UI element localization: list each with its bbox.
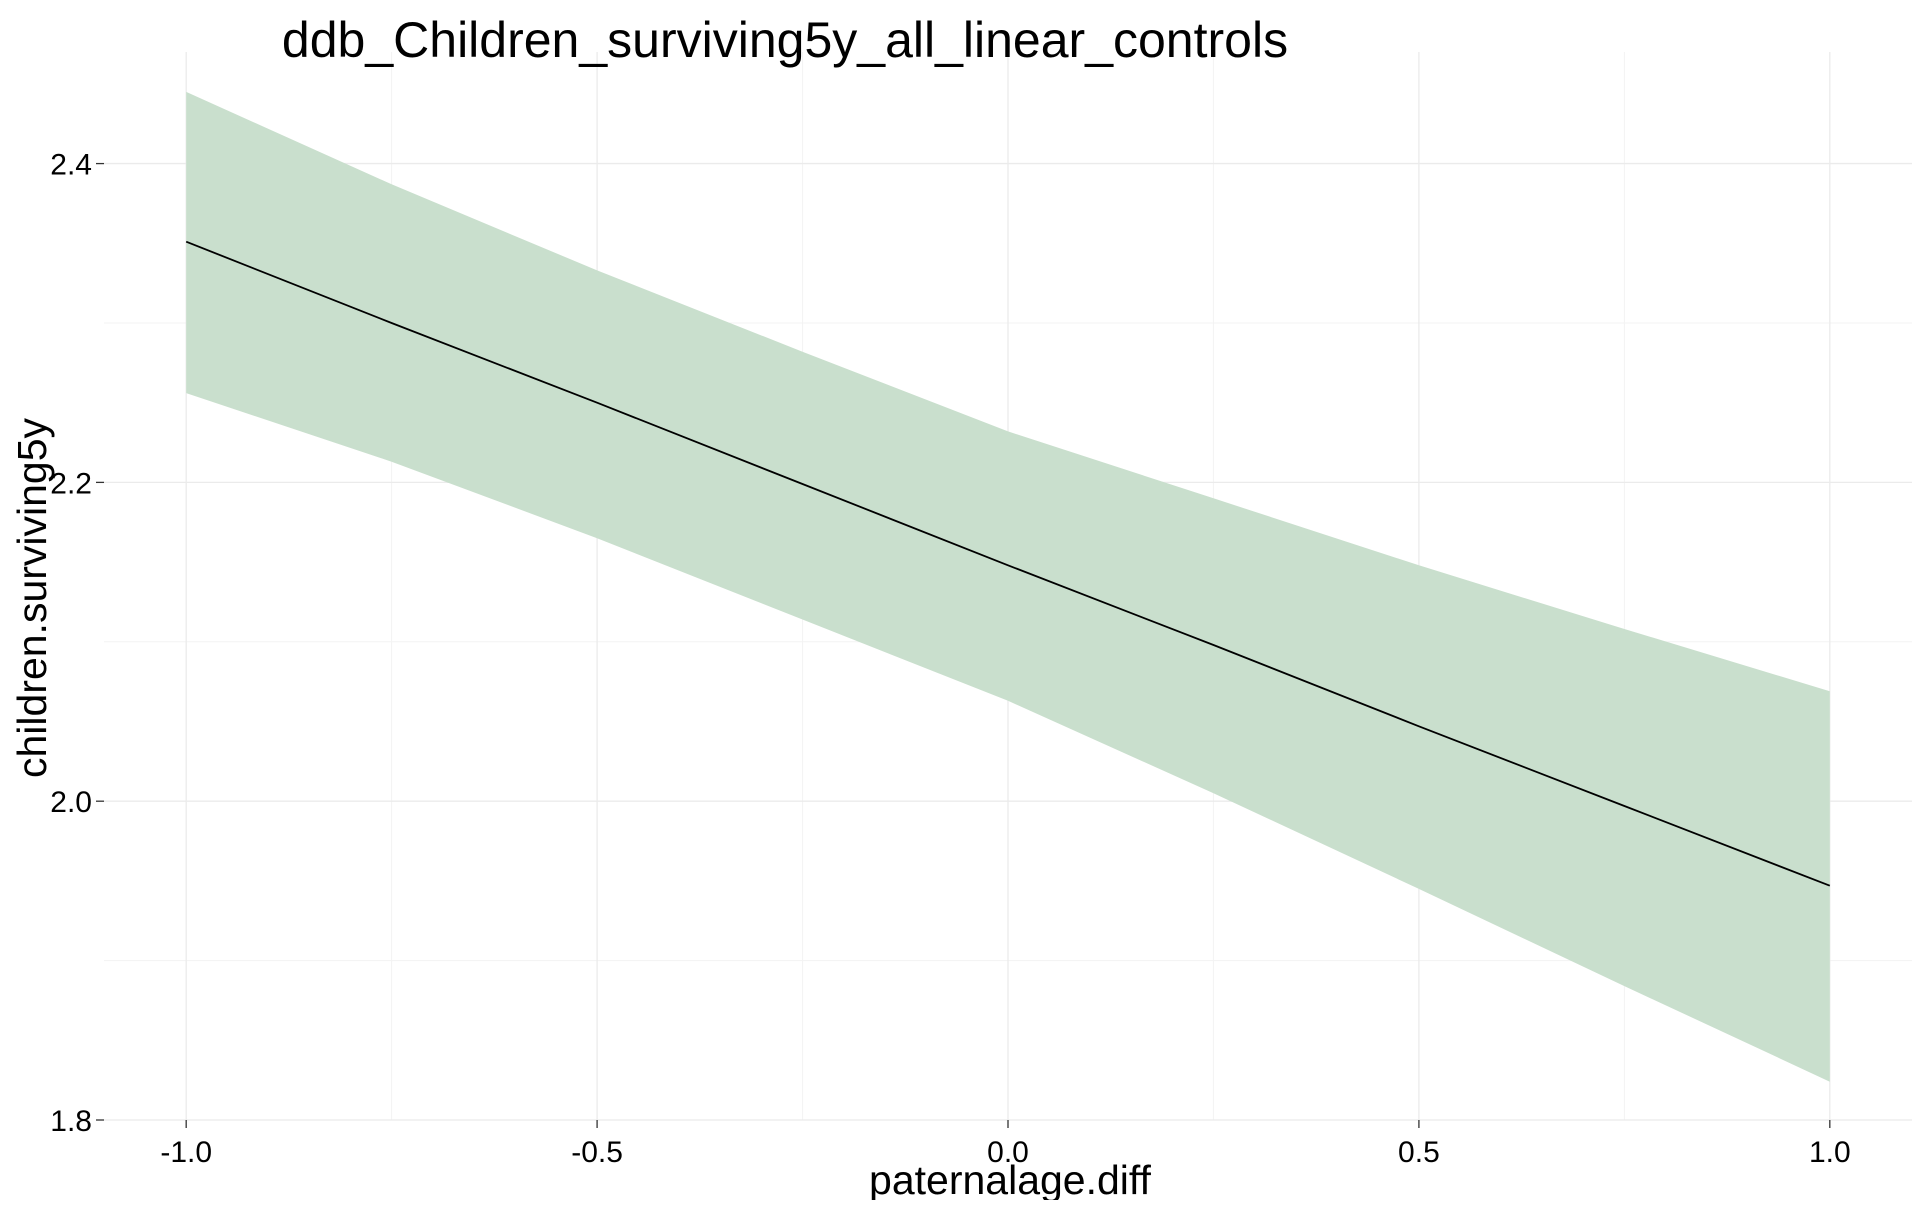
x-tick-label: 0.5 xyxy=(1398,1136,1440,1169)
y-axis-title: children.surviving5y xyxy=(9,417,55,778)
x-tick-label: 0.0 xyxy=(987,1136,1029,1169)
x-tick-label: -1.0 xyxy=(160,1136,212,1169)
y-tick-label: 1.8 xyxy=(50,1105,92,1138)
fit-line xyxy=(185,240,1831,887)
y-tick-label: 2.2 xyxy=(50,467,92,500)
y-tick-label: 2.4 xyxy=(50,149,92,182)
confidence-band xyxy=(186,91,1830,1082)
y-tick-label: 2.0 xyxy=(50,786,92,819)
x-tick-label: -0.5 xyxy=(571,1136,623,1169)
band-layer xyxy=(186,91,1830,1082)
chart-title: ddb_Children_surviving5y_all_linear_cont… xyxy=(282,12,1288,68)
line-layer xyxy=(185,240,1831,887)
x-tick-label: 1.0 xyxy=(1809,1136,1851,1169)
axis-layer: -1.0 -0.5 0.0 0.5 1.0 1.8 2.0 2.2 2.4 xyxy=(50,149,1850,1169)
x-axis-title: paternalage.diff xyxy=(869,1157,1152,1200)
